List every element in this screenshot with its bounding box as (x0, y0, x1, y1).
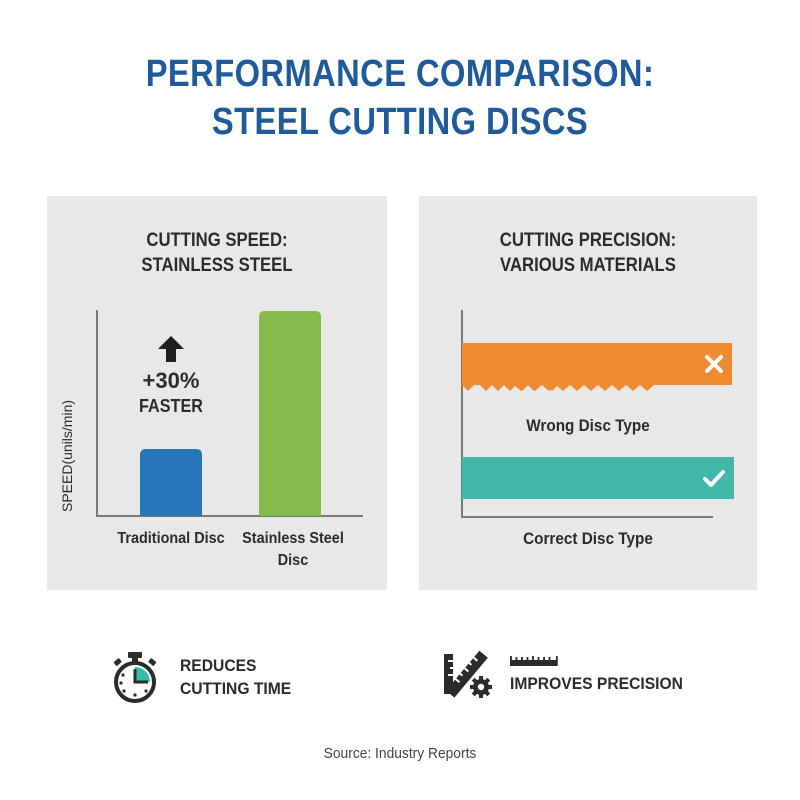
speed-annotation: +30% FASTER (111, 368, 231, 418)
feature-reduces-time-line1: REDUCES (180, 656, 257, 675)
speed-annotation-value: +30% (142, 368, 200, 393)
feature-improves-precision-label: IMPROVES PRECISION (510, 655, 683, 695)
page-title-line2: STEEL CUTTING DISCS (211, 101, 589, 143)
ruler-gear-icon (444, 650, 492, 698)
category-label-stainless-line1: Stainless Steel (242, 530, 344, 547)
speed-chart-title: CUTTING SPEED: STAINLESS STEEL (67, 228, 366, 278)
ruler-small-icon (510, 655, 558, 666)
bar-correct-disc-type (462, 457, 734, 499)
category-label-traditional: Traditional Disc (117, 530, 225, 547)
bar-wrong-disc-type (462, 343, 732, 391)
x-icon (705, 355, 723, 373)
precision-x-axis (461, 516, 713, 518)
speed-chart-panel: CUTTING SPEED: STAINLESS STEEL SPEED(uni… (47, 196, 387, 590)
x-axis (96, 515, 363, 517)
page-title: PERFORMANCE COMPARISON: STEEL CUTTING DI… (56, 50, 744, 146)
bar-traditional-disc (140, 449, 202, 516)
feature-reduces-time-label: REDUCES CUTTING TIME (180, 654, 291, 700)
bar-stainless-steel-disc (259, 311, 321, 516)
feature-improves-precision-text: IMPROVES PRECISION (510, 673, 683, 693)
precision-chart-panel: CUTTING PRECISION: VARIOUS MATERIALS Wro… (419, 196, 757, 590)
check-icon (703, 470, 725, 487)
precision-chart-title-line1: CUTTING PRECISION: (499, 230, 677, 251)
row-label-correct-disc: Correct Disc Type (523, 529, 653, 548)
source-note: Source: Industry Reports (323, 745, 477, 762)
category-label-stainless-line2: Disc (277, 552, 309, 569)
page-title-line1: PERFORMANCE COMPARISON: (145, 53, 655, 95)
speed-annotation-text: FASTER (139, 396, 203, 416)
stopwatch-icon (113, 652, 157, 703)
speed-chart-title-line1: CUTTING SPEED: (146, 230, 288, 251)
category-label-stainless: Stainless Steel Disc (230, 528, 356, 572)
feature-reduces-time-line2: CUTTING TIME (180, 679, 292, 698)
arrow-up-icon (158, 336, 184, 362)
feature-improves-precision: IMPROVES PRECISION (440, 650, 698, 700)
precision-y-axis (461, 310, 463, 517)
precision-chart-title: CUTTING PRECISION: VARIOUS MATERIALS (439, 228, 736, 278)
precision-chart-title-line2: VARIOUS MATERIALS (500, 255, 676, 276)
y-axis (96, 310, 98, 516)
feature-reduces-time: REDUCES CUTTING TIME (110, 650, 301, 704)
speed-chart-title-line2: STAINLESS STEEL (141, 255, 293, 276)
row-label-wrong-disc: Wrong Disc Type (526, 416, 650, 435)
y-axis-label: SPEED(unils/min) (59, 399, 75, 512)
